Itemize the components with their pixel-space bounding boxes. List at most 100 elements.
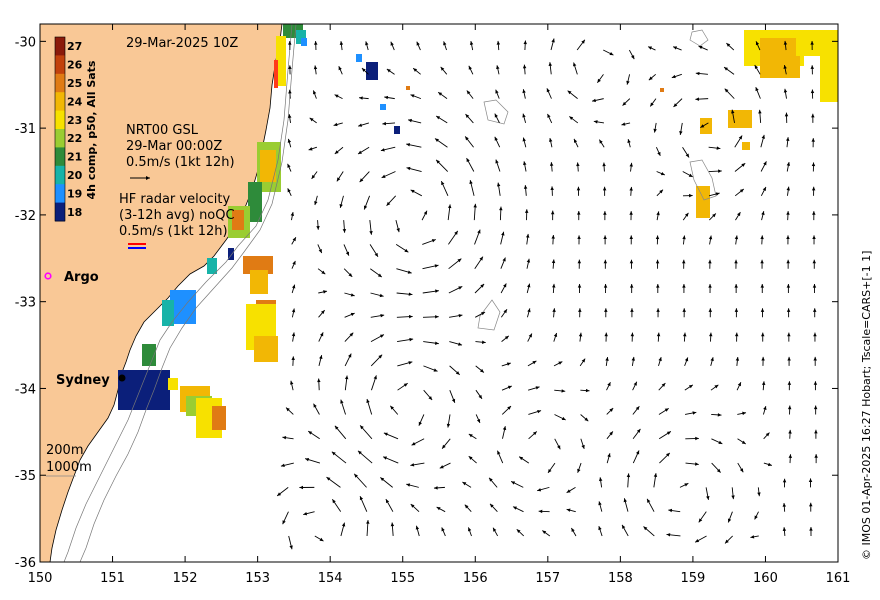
current-vector — [527, 360, 537, 367]
current-vector — [370, 354, 383, 367]
current-vector — [447, 204, 452, 221]
current-vector — [684, 384, 694, 391]
current-vector — [577, 259, 582, 269]
current-vector — [363, 195, 371, 210]
current-vector — [510, 481, 524, 488]
current-vector — [465, 113, 474, 124]
current-vector — [578, 308, 582, 318]
current-vector — [698, 511, 707, 523]
current-vector — [422, 289, 439, 294]
current-vector — [290, 212, 295, 221]
current-vector — [397, 382, 408, 391]
current-vector — [734, 332, 739, 342]
current-vector — [579, 358, 586, 367]
current-vector — [580, 388, 590, 393]
current-vector — [695, 71, 708, 76]
current-vector — [542, 530, 551, 537]
current-vector — [655, 147, 661, 157]
current-vector — [593, 120, 605, 124]
current-vector — [783, 40, 788, 51]
colorbar-tick: 21 — [67, 151, 82, 164]
current-vector — [658, 382, 666, 391]
current-vector — [333, 122, 343, 127]
current-vector — [317, 378, 321, 391]
current-vector — [303, 511, 315, 516]
current-vector — [522, 113, 527, 124]
current-vectors — [276, 38, 818, 550]
current-vector — [406, 166, 422, 172]
current-vector — [786, 161, 791, 172]
current-vector — [783, 64, 787, 75]
current-vector — [370, 292, 384, 298]
colorbar-tick: 26 — [67, 59, 83, 72]
colorbar-swatch — [55, 92, 65, 112]
current-vector — [416, 41, 421, 51]
current-vector — [525, 233, 530, 245]
current-vector — [366, 398, 373, 415]
current-vector — [679, 482, 689, 488]
current-vector — [552, 283, 556, 294]
current-vector — [449, 365, 461, 376]
current-vector — [814, 454, 818, 464]
hf-legend-line1: HF radar velocity — [119, 192, 231, 207]
current-vector — [396, 268, 412, 274]
current-vector — [598, 501, 603, 512]
current-vector — [410, 94, 422, 100]
current-vector — [627, 138, 631, 148]
current-vector — [276, 487, 289, 497]
current-vector — [578, 332, 583, 342]
current-vector — [522, 137, 527, 148]
current-vector — [496, 65, 500, 75]
current-vector — [629, 259, 634, 269]
current-vector — [474, 283, 485, 294]
current-vector — [288, 65, 292, 75]
current-vector — [436, 506, 446, 513]
current-vector — [317, 244, 323, 254]
current-vector — [358, 96, 369, 100]
current-vector — [629, 283, 634, 294]
current-vector — [782, 478, 787, 488]
current-vector — [423, 341, 439, 345]
current-vector — [435, 159, 449, 172]
current-vector — [755, 87, 761, 99]
current-vector — [390, 41, 395, 51]
current-vector — [448, 286, 463, 294]
current-vector — [576, 186, 581, 196]
current-vector — [469, 41, 474, 51]
lat-tick-label: -31 — [15, 122, 36, 137]
current-vector — [316, 220, 320, 230]
lon-tick-label: 157 — [535, 571, 560, 586]
current-vector — [811, 162, 816, 172]
current-vector — [291, 260, 296, 269]
current-vector — [290, 380, 294, 391]
current-vector — [679, 122, 683, 135]
current-vector — [629, 186, 633, 196]
current-vector — [731, 109, 735, 124]
current-vector — [782, 527, 787, 537]
current-vector — [496, 40, 501, 51]
current-vector — [516, 528, 525, 537]
current-vector — [397, 337, 414, 343]
current-vector — [339, 195, 344, 209]
current-vector — [682, 193, 693, 198]
current-vector — [734, 308, 739, 318]
current-vector — [383, 432, 399, 440]
current-vector — [734, 235, 739, 245]
current-vector — [757, 487, 761, 497]
current-vector — [736, 382, 742, 391]
current-vector — [334, 425, 347, 440]
current-vector — [812, 259, 817, 269]
current-vector — [598, 477, 603, 488]
current-vector — [763, 432, 770, 440]
current-vector — [658, 407, 669, 415]
current-vector — [709, 213, 717, 221]
lon-tick-label: 153 — [245, 571, 270, 586]
current-vector — [683, 332, 687, 342]
current-vector — [407, 118, 422, 124]
current-vector — [466, 90, 474, 99]
current-vector — [395, 219, 400, 233]
current-vector — [554, 438, 561, 450]
current-vector — [566, 508, 576, 513]
colorbar-tick: 25 — [67, 77, 82, 90]
current-vector — [813, 405, 818, 415]
